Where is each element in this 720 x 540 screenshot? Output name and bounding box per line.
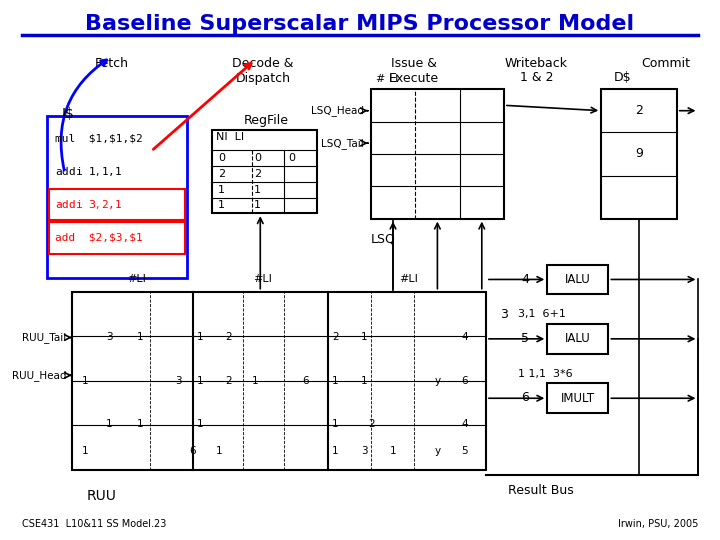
Text: 1: 1 xyxy=(332,446,339,456)
Text: RegFile: RegFile xyxy=(244,114,289,127)
Text: 2: 2 xyxy=(254,169,261,179)
Text: 5: 5 xyxy=(461,446,468,456)
Text: 5: 5 xyxy=(521,332,529,345)
Text: 3: 3 xyxy=(106,333,113,342)
Text: 1: 1 xyxy=(81,376,89,386)
Text: 1: 1 xyxy=(332,419,339,429)
Text: 6: 6 xyxy=(461,376,468,386)
Text: 2: 2 xyxy=(332,333,339,342)
Text: LSQ_Head: LSQ_Head xyxy=(310,105,364,116)
Text: LSQ: LSQ xyxy=(371,232,396,245)
Text: 1: 1 xyxy=(254,185,261,194)
Text: 3: 3 xyxy=(175,376,182,386)
Text: Decode &
Dispatch: Decode & Dispatch xyxy=(232,57,294,85)
Text: 1: 1 xyxy=(218,200,225,211)
Text: y: y xyxy=(435,376,441,386)
Text: 2: 2 xyxy=(635,104,643,117)
Text: NI  LI: NI LI xyxy=(216,132,244,143)
Text: 1: 1 xyxy=(332,376,339,386)
Text: RUU: RUU xyxy=(86,489,116,503)
Bar xyxy=(72,292,486,470)
Text: CSE431  L10&11 SS Model.23: CSE431 L10&11 SS Model.23 xyxy=(22,519,166,529)
Text: 1: 1 xyxy=(252,376,259,386)
Text: #LI: #LI xyxy=(400,273,418,284)
Bar xyxy=(49,222,185,254)
Text: 1: 1 xyxy=(137,419,144,429)
Text: addi $3,$2,1: addi $3,$2,1 xyxy=(55,198,123,211)
Text: RUU_Tail: RUU_Tail xyxy=(22,332,66,343)
Text: add  $2,$3,$1: add $2,$3,$1 xyxy=(55,233,143,243)
Text: 1: 1 xyxy=(197,376,204,386)
Text: Writeback: Writeback xyxy=(505,57,568,70)
Text: 6: 6 xyxy=(521,392,529,404)
Text: Irwin, PSU, 2005: Irwin, PSU, 2005 xyxy=(618,519,698,529)
Text: 4: 4 xyxy=(461,419,468,429)
Text: 0: 0 xyxy=(218,153,225,163)
Text: #LI: #LI xyxy=(127,273,146,284)
Text: 6: 6 xyxy=(189,446,197,456)
Text: 3,1  6+1: 3,1 6+1 xyxy=(518,309,566,319)
Text: 1: 1 xyxy=(197,333,204,342)
Text: LSQ_Tail: LSQ_Tail xyxy=(321,138,364,148)
Bar xyxy=(371,89,504,219)
Text: IALU: IALU xyxy=(565,332,590,346)
Text: 4: 4 xyxy=(461,333,468,342)
Text: Issue &
Execute: Issue & Execute xyxy=(389,57,439,85)
Text: 2: 2 xyxy=(225,333,233,342)
Text: 2: 2 xyxy=(218,169,225,179)
Text: 2: 2 xyxy=(368,419,375,429)
Text: 1: 1 xyxy=(390,446,397,456)
Text: IMULT: IMULT xyxy=(561,392,595,405)
Bar xyxy=(49,188,185,220)
Text: 1: 1 xyxy=(218,185,225,194)
Text: 1 1,1  3*6: 1 1,1 3*6 xyxy=(518,369,573,379)
Text: 6: 6 xyxy=(302,376,310,386)
Text: Baseline Superscalar MIPS Processor Model: Baseline Superscalar MIPS Processor Mode… xyxy=(86,14,634,33)
Text: 1: 1 xyxy=(216,446,223,456)
Text: IALU: IALU xyxy=(565,273,590,286)
Text: 2: 2 xyxy=(225,376,233,386)
Bar xyxy=(547,324,608,354)
Text: 1 & 2: 1 & 2 xyxy=(520,71,553,84)
Text: 0: 0 xyxy=(288,153,295,163)
Text: 3: 3 xyxy=(361,446,368,456)
Text: 0: 0 xyxy=(254,153,261,163)
Bar xyxy=(601,89,677,219)
Text: Fetch: Fetch xyxy=(94,57,129,70)
Text: RUU_Head: RUU_Head xyxy=(12,370,66,381)
Text: 3: 3 xyxy=(500,308,508,321)
Bar xyxy=(212,130,317,213)
Text: 1: 1 xyxy=(254,200,261,211)
Text: 1: 1 xyxy=(197,419,204,429)
Text: y: y xyxy=(435,446,441,456)
Text: I$: I$ xyxy=(61,107,74,122)
Text: Commit: Commit xyxy=(642,57,690,70)
Text: 1: 1 xyxy=(106,419,113,429)
Text: Result Bus: Result Bus xyxy=(508,484,573,497)
Text: addi $1,$1,1: addi $1,$1,1 xyxy=(55,165,123,178)
Text: #LI: #LI xyxy=(253,273,272,284)
Text: 1: 1 xyxy=(81,446,89,456)
Text: D$: D$ xyxy=(614,71,631,84)
Text: 1: 1 xyxy=(361,333,368,342)
Text: mul  $1,$1,$2: mul $1,$1,$2 xyxy=(55,133,143,143)
Bar xyxy=(547,383,608,413)
Bar xyxy=(47,116,187,278)
Bar xyxy=(547,265,608,294)
Text: 4: 4 xyxy=(521,273,529,286)
Text: 1: 1 xyxy=(361,376,368,386)
Text: # LI: # LI xyxy=(376,73,399,84)
Text: 9: 9 xyxy=(635,147,643,160)
Text: 1: 1 xyxy=(137,333,144,342)
